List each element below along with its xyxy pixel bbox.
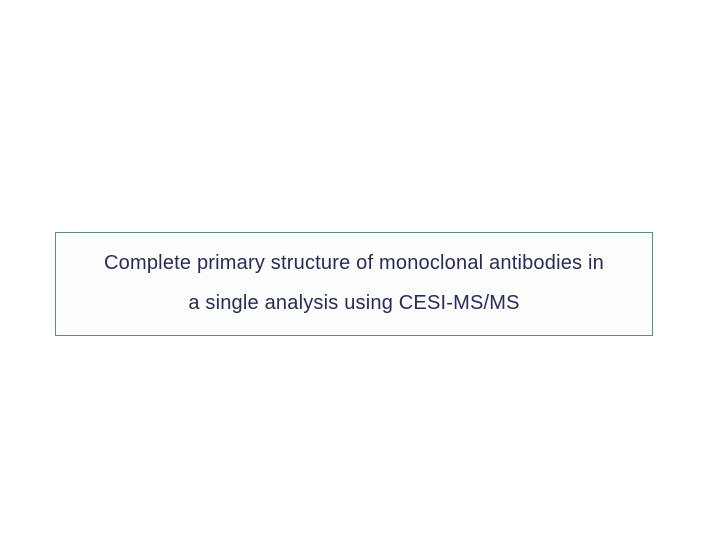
title-line-1: Complete primary structure of monoclonal… xyxy=(104,252,604,274)
title-box: Complete primary structure of monoclonal… xyxy=(55,232,653,336)
title-text: Complete primary structure of monoclonal… xyxy=(64,243,644,323)
slide-canvas: Complete primary structure of monoclonal… xyxy=(0,0,720,540)
title-line-2: a single analysis using CESI-MS/MS xyxy=(188,292,519,314)
